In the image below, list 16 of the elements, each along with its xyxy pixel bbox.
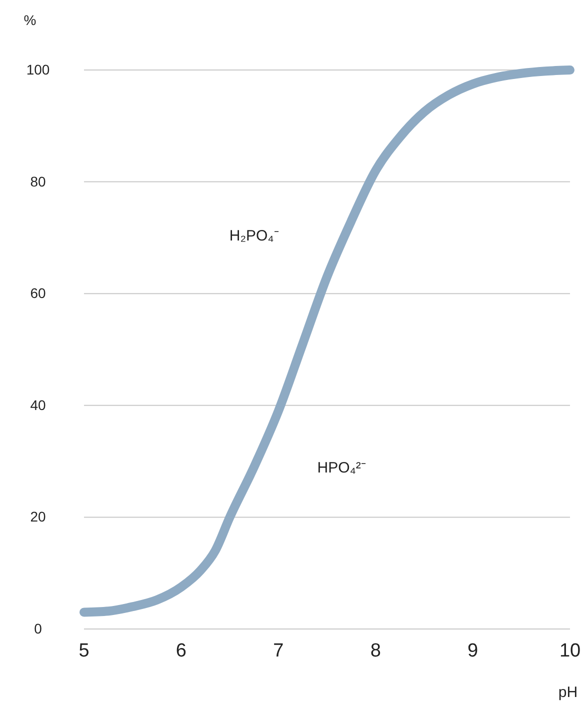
x-tick-label: 9 [468,640,478,662]
annotation: HPO₄²⁻ [317,459,366,476]
y-tick-label: 0 [34,620,42,636]
y-tick-label: 80 [30,173,46,190]
x-tick-label: 6 [176,640,186,662]
x-axis-title: pH [558,684,578,701]
x-tick-label: 10 [559,640,581,662]
y-axis-title: % [24,12,36,28]
y-tick-label: 60 [30,285,46,302]
y-tick-label: 20 [30,508,46,525]
x-tick-label: 8 [370,640,381,662]
x-tick-label: 5 [78,640,90,662]
y-tick-label: 100 [26,61,50,78]
y-tick-label: 40 [30,396,46,413]
annotation: H₂PO₄⁻ [229,227,279,244]
x-tick-label: 7 [273,640,284,662]
